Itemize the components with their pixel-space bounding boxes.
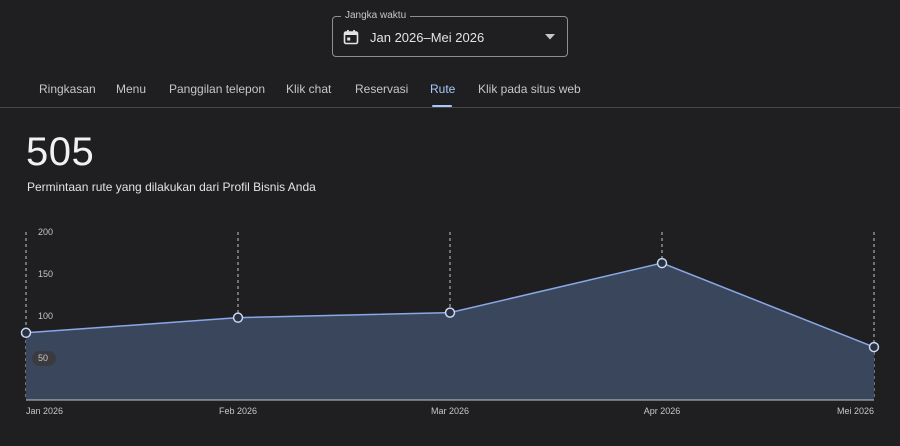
y-tick-50: 50 xyxy=(38,353,48,363)
calendar-icon xyxy=(343,30,359,45)
metric-total: 505 xyxy=(26,130,95,174)
tab-reservasi[interactable]: Reservasi xyxy=(355,82,409,96)
date-range-select[interactable]: Jangka waktu Jan 2026–Mei 2026 xyxy=(332,10,568,57)
x-tick-1: Feb 2026 xyxy=(219,406,257,416)
x-tick-4: Mei 2026 xyxy=(837,406,874,416)
y-tick-150: 150 xyxy=(38,269,53,279)
y-tick-100: 100 xyxy=(38,311,53,321)
dropdown-caret-icon xyxy=(545,34,555,40)
tab-panggilan-telepon[interactable]: Panggilan telepon xyxy=(169,82,266,96)
tab-klik-chat[interactable]: Klik chat xyxy=(286,82,332,96)
tab-divider xyxy=(0,107,900,108)
tab-ringkasan[interactable]: Ringkasan xyxy=(39,82,96,96)
tab-klik-situs-web[interactable]: Klik pada situs web xyxy=(478,82,581,96)
date-range-value: Jan 2026–Mei 2026 xyxy=(370,30,485,45)
date-range-legend: Jangka waktu xyxy=(341,10,411,21)
x-tick-3: Apr 2026 xyxy=(644,406,681,416)
x-tick-2: Mar 2026 xyxy=(431,406,469,416)
y-tick-badge xyxy=(32,351,56,366)
x-tick-0: Jan 2026 xyxy=(26,406,63,416)
data-point-0 xyxy=(20,327,32,339)
area-fill xyxy=(26,263,874,400)
active-tab-indicator xyxy=(432,105,452,107)
data-point-3 xyxy=(656,257,668,269)
tab-rute[interactable]: Rute xyxy=(430,82,456,96)
data-point-1 xyxy=(232,312,244,323)
metric-description: Permintaan rute yang dilakukan dari Prof… xyxy=(27,180,316,194)
data-point-4 xyxy=(868,341,880,353)
tab-menu[interactable]: Menu xyxy=(116,82,147,96)
data-point-2 xyxy=(444,307,456,318)
y-tick-200: 200 xyxy=(38,227,53,237)
